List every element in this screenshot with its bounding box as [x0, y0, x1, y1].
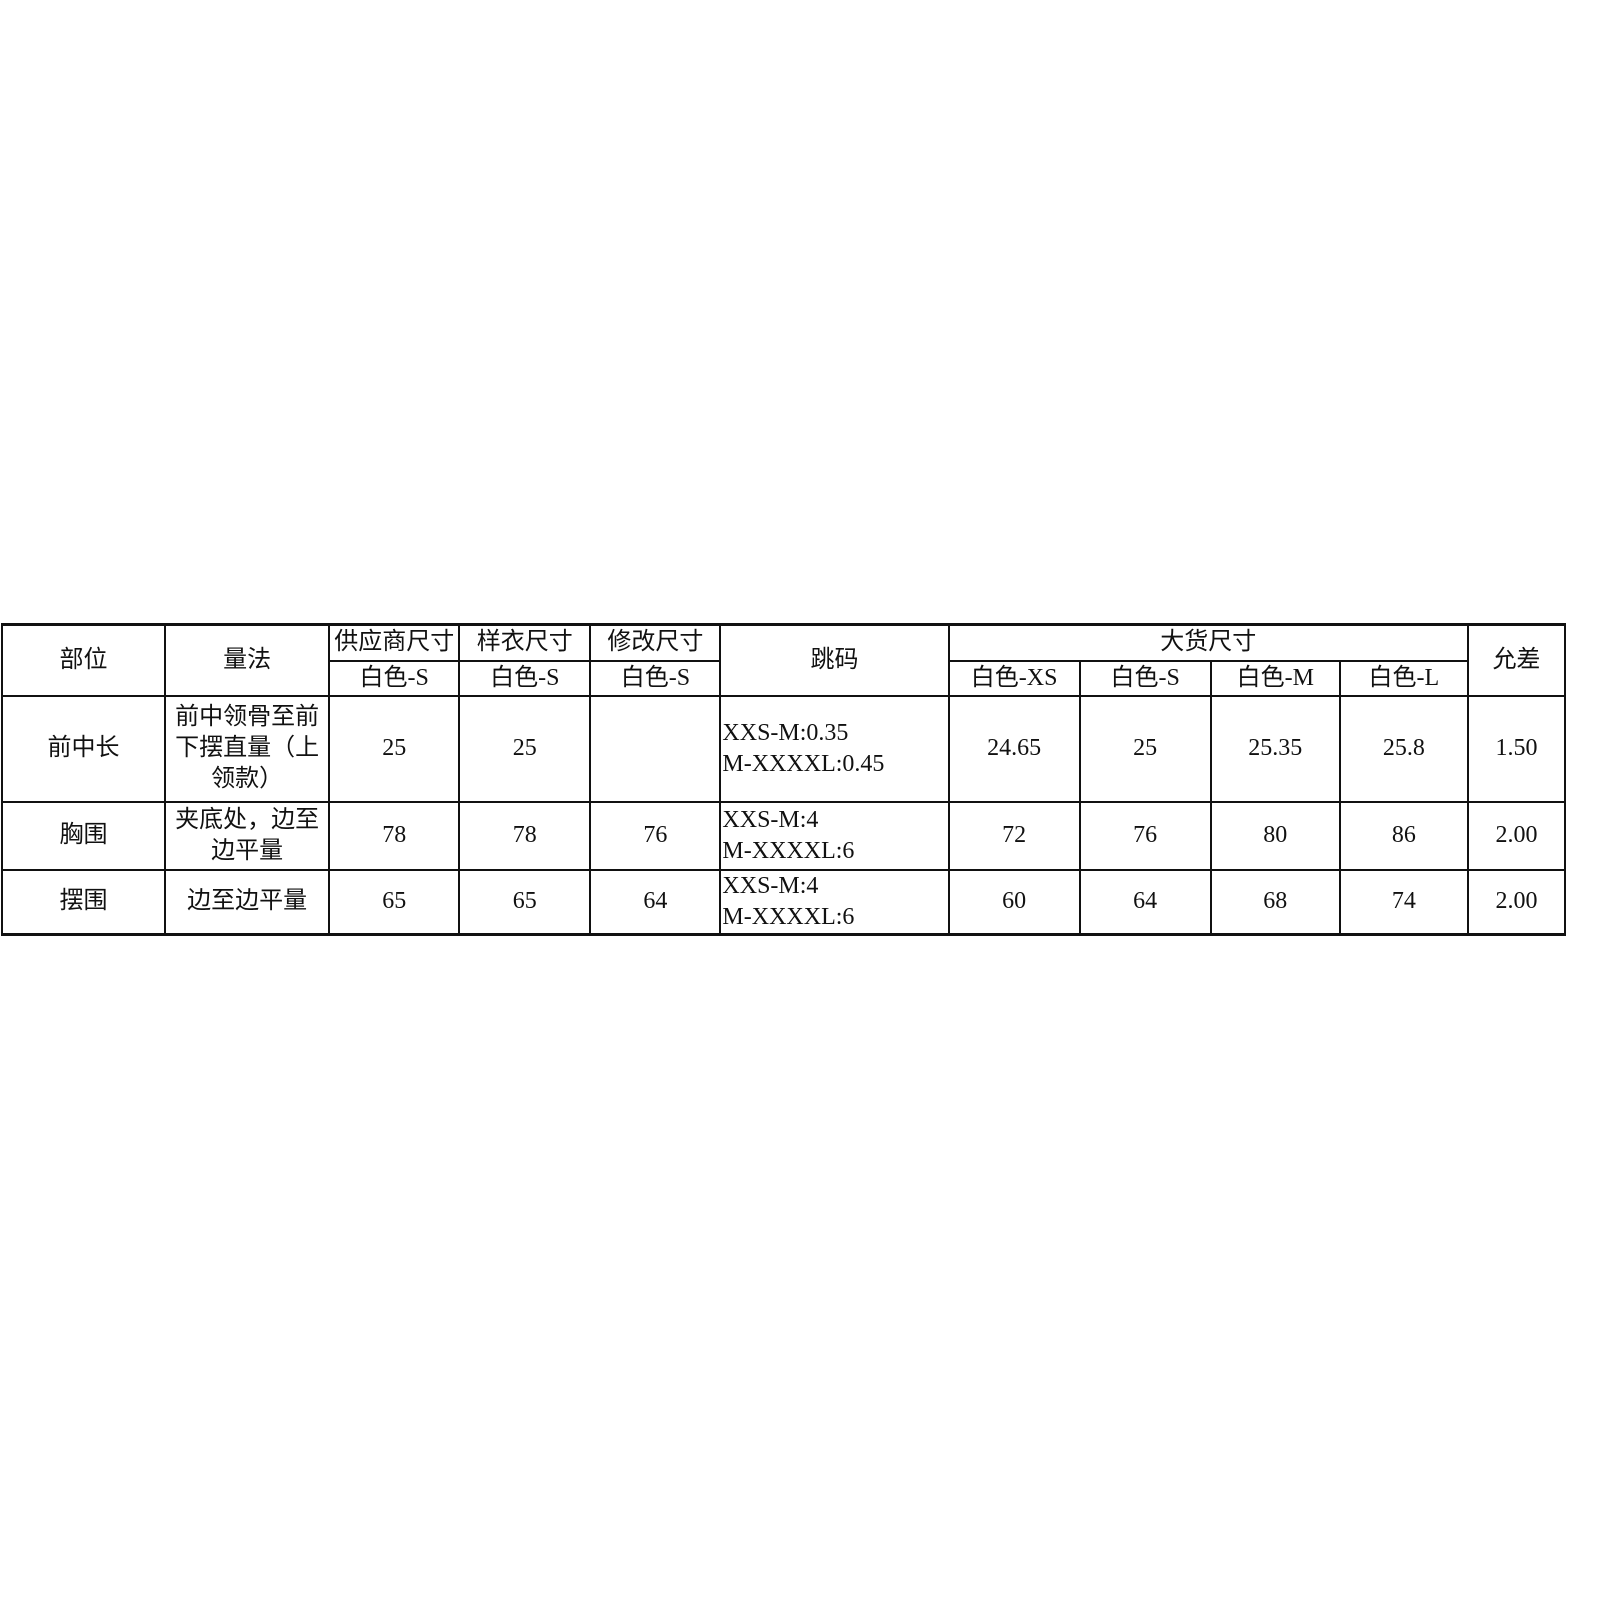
cell-part: 胸围: [0, 800, 167, 871]
cell-bulk-xs: 60: [947, 868, 1081, 936]
cell-bulk-m: 25.35: [1209, 694, 1341, 803]
cell-part: 摆围: [0, 868, 167, 936]
cell-method: 前中领骨至前下摆直量（上领款）: [164, 694, 331, 803]
cell-sample: 78: [458, 800, 592, 871]
cell-bulk-l: 74: [1338, 868, 1469, 936]
cell-supplier: 78: [328, 800, 461, 871]
cell-bulk-m: 68: [1209, 868, 1341, 936]
header-sample-size: 样衣尺寸: [458, 623, 592, 662]
cell-bulk-s: 64: [1078, 868, 1212, 936]
cell-bulk-l: 25.8: [1338, 694, 1469, 803]
cell-revised: 64: [589, 868, 722, 936]
grading-line: M-XXXXL:6: [722, 903, 855, 930]
header-part: 部位: [0, 623, 167, 697]
subheader-revised: 白色-S: [589, 659, 722, 697]
cell-revised: 76: [589, 800, 722, 871]
cell-grading: XXS-M:0.35 M-XXXXL:0.45: [719, 694, 950, 803]
cell-bulk-xs: 72: [947, 800, 1081, 871]
cell-bulk-l: 86: [1338, 800, 1469, 871]
header-revised-size: 修改尺寸: [589, 623, 722, 662]
subheader-supplier: 白色-S: [328, 659, 461, 697]
subheader-bulk-s: 白色-S: [1078, 659, 1212, 697]
cell-tolerance: 2.00: [1466, 868, 1567, 936]
header-tolerance: 允差: [1466, 623, 1567, 697]
cell-bulk-s: 76: [1078, 800, 1212, 871]
cell-revised: [589, 694, 722, 803]
grading-line: XXS-M:4: [722, 872, 819, 899]
table-row: 前中长 前中领骨至前下摆直量（上领款） 25 25 XXS-M:0.35 M-XX…: [0, 694, 1567, 803]
subheader-row: 白色-S 白色-S 白色-S 白色-XS 白色-S 白色-M 白色-L: [2, 659, 1565, 697]
cell-sample: 25: [458, 694, 592, 803]
cell-supplier: 65: [328, 868, 461, 936]
header-method: 量法: [164, 623, 331, 697]
grading-line: XXS-M:4: [722, 806, 819, 833]
table-row: 摆围 边至边平量 65 65 64 XXS-M:4 M-XXXXL:6 60 64…: [0, 868, 1567, 936]
cell-grading: XXS-M:4 M-XXXXL:6: [719, 800, 950, 871]
table-row: 胸围 夹底处，边至边平量 78 78 76 XXS-M:4 M-XXXXL:6 7…: [0, 800, 1567, 871]
cell-grading: XXS-M:4 M-XXXXL:6: [719, 868, 950, 936]
cell-bulk-s: 25: [1078, 694, 1212, 803]
header-bulk-size: 大货尺寸: [947, 623, 1469, 662]
grading-line: M-XXXXL:0.45: [722, 750, 885, 777]
cell-part: 前中长: [0, 694, 167, 803]
size-spec-table: 部位 量法 供应商尺寸 样衣尺寸 修改尺寸 跳码 大货尺寸 允差 白色-S 白色…: [0, 623, 1567, 936]
cell-sample: 65: [458, 868, 592, 936]
cell-method: 夹底处，边至边平量: [164, 800, 331, 871]
subheader-bulk-xs: 白色-XS: [947, 659, 1081, 697]
cell-method: 边至边平量: [164, 868, 331, 936]
header-row: 部位 量法 供应商尺寸 样衣尺寸 修改尺寸 跳码 大货尺寸 允差: [0, 623, 1567, 697]
subheader-bulk-l: 白色-L: [1338, 659, 1469, 697]
cell-bulk-xs: 24.65: [947, 694, 1081, 803]
cell-supplier: 25: [328, 694, 461, 803]
cell-bulk-m: 80: [1209, 800, 1341, 871]
grading-line: XXS-M:0.35: [722, 719, 849, 746]
cell-tolerance: 1.50: [1466, 694, 1567, 803]
grading-line: M-XXXXL:6: [722, 837, 855, 864]
cell-tolerance: 2.00: [1466, 800, 1567, 871]
header-grading: 跳码: [719, 623, 950, 697]
subheader-sample: 白色-S: [458, 659, 592, 697]
subheader-bulk-m: 白色-M: [1209, 659, 1341, 697]
header-supplier-size: 供应商尺寸: [328, 623, 461, 662]
